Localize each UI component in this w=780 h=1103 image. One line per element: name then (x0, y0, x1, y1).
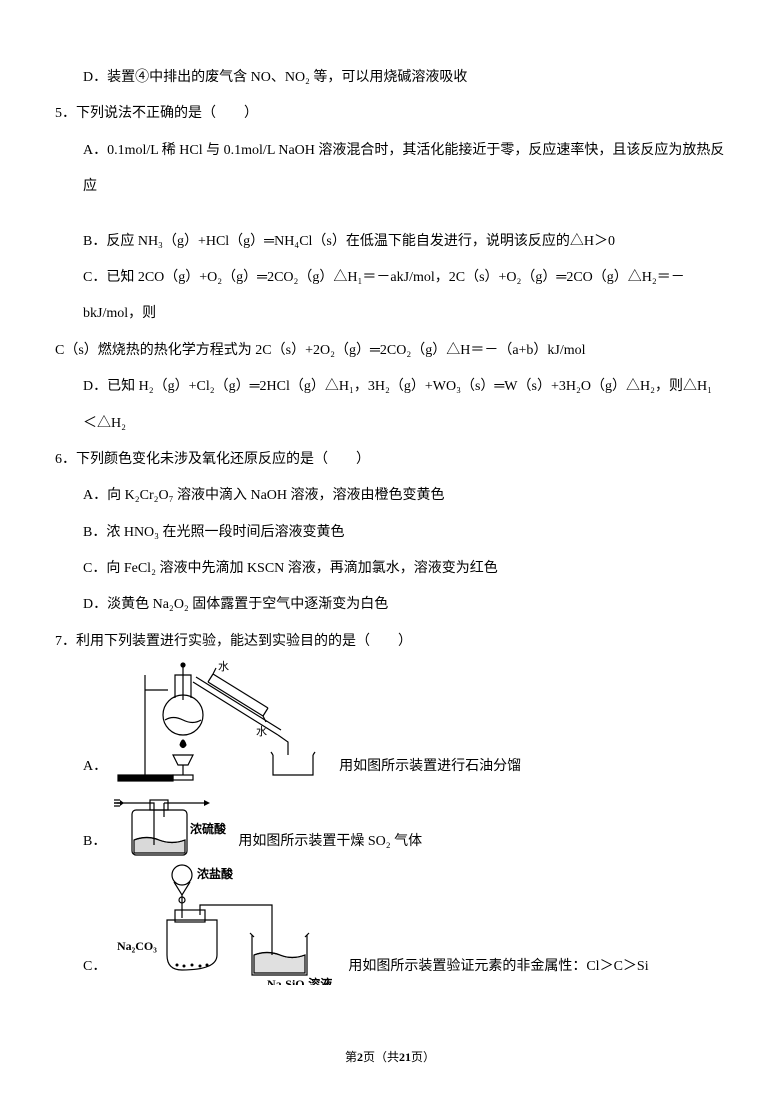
q5-c1-text: C．已知 2CO（g）+O₂（g）═2CO₂（g）△H₁＝－akJ/mol，2C… (83, 270, 685, 321)
q7-stem-text: 7．利用下列装置进行实验，能达到实验目的的是（ ） (55, 634, 412, 649)
q5-b-text: B．反应 NH₃（g）+HCl（g）═NH₄Cl（s）在低温下能自发进行，说明该… (83, 234, 615, 249)
q5-a-text: A．0.1mol/L 稀 HCl 与 0.1mol/L NaOH 溶液混合时，其… (83, 143, 724, 194)
q5-stem: 5．下列说法不正确的是（ ） (55, 96, 725, 132)
sulfuric-acid-label: 浓硫酸 (190, 821, 227, 836)
water-label-top: 水 (218, 660, 229, 673)
q6-d-text: D．淡黄色 Na₂O₂ 固体露置于空气中逐渐变为白色 (83, 597, 388, 612)
water-label-bottom: 水 (256, 725, 267, 738)
footer-prefix: 第 (345, 1050, 357, 1064)
q5-option-a: A．0.1mol/L 稀 HCl 与 0.1mol/L NaOH 溶液混合时，其… (55, 133, 725, 206)
q4-d-text: D．装置④中排出的废气含 NO、NO₂ 等，可以用烧碱溶液吸收 (83, 70, 467, 85)
q5-option-c-line2: C（s）燃烧热的热化学方程式为 2C（s）+2O₂（g）═2CO₂（g）△H＝－… (55, 333, 725, 369)
q7-a-label: A． (83, 749, 107, 785)
q7-b-label: B． (83, 824, 106, 860)
q5-stem-text: 5．下列说法不正确的是（ ） (55, 106, 258, 121)
q6-c-text: C．向 FeCl₂ 溶液中先滴加 KSCN 溶液，再滴加氯水，溶液变为红色 (83, 561, 498, 576)
q7-option-a: A． (55, 660, 725, 785)
q4-option-d: D．装置④中排出的废气含 NO、NO₂ 等，可以用烧碱溶液吸收 (55, 60, 725, 96)
hcl-label: 浓盐酸 (197, 866, 234, 881)
na2sio3-label: Na₂SiO₃溶液 (267, 976, 332, 985)
gas-drying-diagram: 浓硫酸 (112, 785, 232, 860)
footer-total: 21 (399, 1050, 411, 1064)
page-footer: 第2页（共21页） (0, 1042, 780, 1073)
q7-option-b: B． 浓硫酸 用如图所示装置干燥 SO₂ 气体 (55, 785, 725, 860)
q7-b-text: 用如图所示装置干燥 SO₂ 气体 (238, 824, 422, 860)
footer-suffix: 页） (411, 1050, 435, 1064)
q5-option-c-line1: C．已知 2CO（g）+O₂（g）═2CO₂（g）△H₁＝－akJ/mol，2C… (55, 260, 725, 333)
q6-option-c: C．向 FeCl₂ 溶液中先滴加 KSCN 溶液，再滴加氯水，溶液变为红色 (55, 551, 725, 587)
q6-stem-text: 6．下列颜色变化未涉及氧化还原反应的是（ ） (55, 452, 370, 467)
q6-option-d: D．淡黄色 Na₂O₂ 固体露置于空气中逐渐变为白色 (55, 587, 725, 623)
q6-b-text: B．浓 HNO₃ 在光照一段时间后溶液变黄色 (83, 525, 345, 540)
q6-option-b: B．浓 HNO₃ 在光照一段时间后溶液变黄色 (55, 515, 725, 551)
q5-d-text: D．已知 H₂（g）+Cl₂（g）═2HCl（g）△H₁，3H₂（g）+WO₃（… (83, 379, 712, 430)
q7-c-label: C． (83, 949, 106, 985)
footer-mid: 页（共 (363, 1050, 399, 1064)
q7-stem: 7．利用下列装置进行实验，能达到实验目的的是（ ） (55, 624, 725, 660)
distillation-diagram: 水 水 (113, 660, 333, 785)
q7-c-text: 用如图所示装置验证元素的非金属性：Cl＞C＞Si (348, 949, 648, 985)
nonmetal-verify-diagram: 浓盐酸 Na₂CO₃ Na₂SiO₃溶液 (112, 860, 342, 985)
na2co3-label: Na₂CO₃ (117, 939, 157, 953)
q5-option-b: B．反应 NH₃（g）+HCl（g）═NH₄Cl（s）在低温下能自发进行，说明该… (55, 224, 725, 260)
q6-option-a: A．向 K₂Cr₂O₇ 溶液中滴入 NaOH 溶液，溶液由橙色变黄色 (55, 478, 725, 514)
q6-a-text: A．向 K₂Cr₂O₇ 溶液中滴入 NaOH 溶液，溶液由橙色变黄色 (83, 488, 445, 503)
q6-stem: 6．下列颜色变化未涉及氧化还原反应的是（ ） (55, 442, 725, 478)
q5-c2-text: C（s）燃烧热的热化学方程式为 2C（s）+2O₂（g）═2CO₂（g）△H＝－… (55, 343, 586, 358)
q7-a-text: 用如图所示装置进行石油分馏 (339, 749, 521, 785)
q5-option-d: D．已知 H₂（g）+Cl₂（g）═2HCl（g）△H₁，3H₂（g）+WO₃（… (55, 369, 725, 442)
q7-option-c: C． (55, 860, 725, 985)
